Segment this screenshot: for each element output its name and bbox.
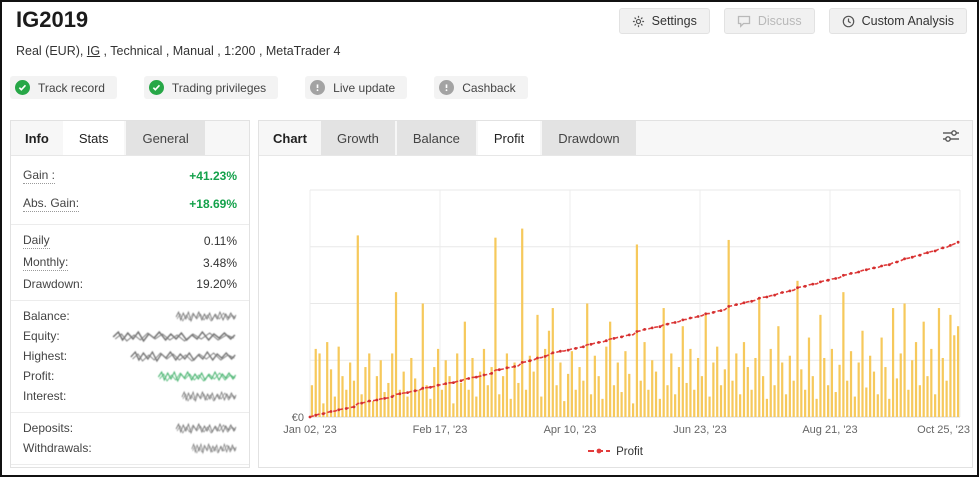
legend-label: Profit — [616, 446, 643, 458]
stat-value: 19.20% — [196, 277, 237, 291]
stat-value: +18.69% — [189, 197, 237, 211]
stat-row-abs-gain: Abs. Gain: +18.69% — [11, 190, 249, 218]
stat-label[interactable]: Abs. Gain: — [23, 196, 80, 212]
account-details-text: , Technical , Manual , 1:200 , MetaTrade… — [100, 44, 341, 58]
redacted-value — [181, 389, 237, 403]
stat-label: Deposits: — [23, 421, 74, 435]
tab-balance[interactable]: Balance — [396, 121, 476, 155]
sliders-icon — [942, 128, 960, 149]
verification-badges: Track record Trading privileges Live upd… — [10, 76, 528, 99]
redacted-value — [175, 421, 237, 435]
stat-label[interactable]: Monthly: — [23, 255, 69, 271]
redacted-value — [111, 329, 237, 343]
legend-marker-icon — [588, 446, 611, 458]
stat-label: Updated: — [23, 473, 72, 475]
tab-growth[interactable]: Growth — [320, 121, 395, 155]
stats-list: Gain : +41.23% Abs. Gain: +18.69% Daily … — [11, 156, 249, 475]
stat-label: Highest: — [23, 349, 68, 363]
svg-text:Jun 23, '23: Jun 23, '23 — [673, 424, 726, 436]
check-circle-icon — [148, 80, 164, 95]
badge-track-record[interactable]: Track record — [10, 76, 117, 99]
profit-chart-canvas[interactable]: Jan 02, '23 Feb 17, '23 Apr 10, '23 Jun 23,… — [259, 172, 972, 440]
info-panel: Info Stats General Gain : +41.23% Abs. G… — [10, 120, 250, 475]
badge-label: Trading privileges — [171, 80, 267, 95]
redacted-value — [157, 369, 237, 383]
svg-text:Jan 02, '23: Jan 02, '23 — [283, 424, 336, 436]
badge-trading-privileges[interactable]: Trading privileges — [143, 76, 279, 99]
exclamation-circle-icon — [310, 80, 326, 95]
stat-value: 2 hours ago — [174, 473, 237, 475]
stat-row-profit: Profit: — [11, 366, 249, 386]
account-type-text: Real (EUR), — [16, 44, 87, 58]
stat-value: 3.48% — [202, 256, 237, 270]
clock-icon — [842, 15, 855, 28]
redacted-value — [129, 349, 237, 363]
header-actions: Settings Discuss Custom Analysis — [618, 8, 967, 34]
exclamation-circle-icon — [439, 80, 455, 95]
tab-general[interactable]: General — [126, 121, 205, 155]
stat-label: Equity: — [23, 329, 60, 343]
custom-analysis-button[interactable]: Custom Analysis — [828, 8, 967, 34]
stat-row-updated: Updated: 2 hours ago — [11, 464, 249, 475]
badge-label: Cashback — [462, 80, 516, 95]
stat-label: Interest: — [23, 389, 67, 403]
stat-row-gain: Gain : +41.23% — [11, 162, 249, 190]
chart-panel-label: Chart — [273, 131, 307, 146]
badge-live-update[interactable]: Live update — [305, 76, 408, 99]
stat-row-drawdown: Drawdown: 19.20% — [11, 274, 249, 294]
redacted-value — [175, 309, 237, 323]
stat-value: +41.23% — [189, 169, 237, 183]
profit-chart: Jan 02, '23 Feb 17, '23 Apr 10, '23 Jun 23,… — [259, 172, 972, 458]
discuss-button[interactable]: Discuss — [723, 8, 815, 34]
gear-icon — [632, 15, 645, 28]
tab-stats[interactable]: Stats — [62, 121, 125, 155]
account-summary-line: Real (EUR), IG , Technical , Manual , 1:… — [16, 44, 340, 58]
stat-value: 0.11% — [203, 234, 237, 248]
chart-legend[interactable]: Profit — [259, 446, 972, 458]
stat-row-monthly: Monthly: 3.48% — [11, 252, 249, 274]
chart-filter-button[interactable] — [930, 121, 972, 155]
svg-text:Aug 21, '23: Aug 21, '23 — [802, 424, 857, 436]
svg-text:Oct 25, '23: Oct 25, '23 — [917, 424, 970, 436]
check-circle-icon — [15, 80, 30, 95]
badge-label: Track record — [38, 80, 105, 95]
stat-row-equity: Equity: — [11, 326, 249, 346]
stat-label: Profit: — [23, 369, 55, 383]
svg-text:€0: €0 — [292, 412, 304, 424]
speech-bubble-icon — [737, 15, 751, 28]
info-panel-tabs: Info Stats General — [11, 121, 249, 156]
stat-row-deposits: Deposits: — [11, 412, 249, 438]
tab-strip-spacer — [638, 121, 930, 155]
stat-row-balance: Balance: — [11, 300, 249, 326]
stat-label[interactable]: Daily — [23, 233, 50, 249]
broker-link[interactable]: IG — [86, 44, 101, 58]
stat-row-withdrawals: Withdrawals: — [11, 438, 249, 458]
tab-profit[interactable]: Profit — [477, 121, 541, 155]
stat-label: Drawdown: — [23, 277, 84, 291]
stat-label: Balance: — [23, 309, 70, 323]
stat-row-daily: Daily 0.11% — [11, 224, 249, 252]
settings-button-label: Settings — [651, 14, 697, 28]
discuss-button-label: Discuss — [757, 14, 802, 28]
custom-analysis-button-label: Custom Analysis — [861, 14, 954, 28]
svg-text:Feb 17, '23: Feb 17, '23 — [413, 424, 468, 436]
info-panel-label: Info — [25, 131, 49, 146]
page-title: IG2019 — [16, 7, 89, 32]
stat-row-highest: Highest: — [11, 346, 249, 366]
chart-panel-tabs: Chart Growth Balance Profit Drawdown — [259, 121, 972, 156]
svg-text:Apr 10, '23: Apr 10, '23 — [544, 424, 597, 436]
badge-label: Live update — [333, 80, 396, 95]
stat-label[interactable]: Gain : — [23, 168, 56, 184]
tab-drawdown[interactable]: Drawdown — [542, 121, 636, 155]
badge-cashback[interactable]: Cashback — [434, 76, 528, 99]
settings-button[interactable]: Settings — [618, 8, 710, 34]
redacted-value — [191, 441, 237, 455]
stat-label: Withdrawals: — [23, 441, 92, 455]
stat-row-interest: Interest: — [11, 386, 249, 406]
chart-panel: Chart Growth Balance Profit Drawdown Jan… — [258, 120, 973, 468]
